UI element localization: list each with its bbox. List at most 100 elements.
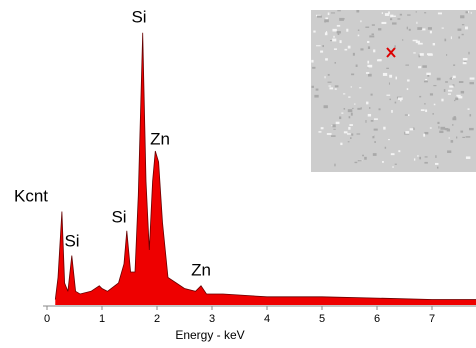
image-speck: [469, 114, 471, 116]
image-speck: [372, 33, 374, 35]
image-speck: [456, 95, 460, 97]
image-speck: [369, 107, 370, 109]
image-speck: [463, 58, 468, 60]
image-speck: [468, 52, 469, 55]
image-speck: [371, 94, 373, 96]
image-speck: [345, 49, 348, 51]
image-speck: [386, 95, 390, 96]
image-speck: [325, 58, 328, 60]
image-speck: [471, 12, 472, 13]
image-speck: [398, 97, 403, 99]
image-speck: [395, 164, 397, 165]
image-speck: [388, 11, 390, 14]
image-speck: [418, 66, 421, 68]
image-speck: [366, 72, 369, 74]
image-speck: [438, 13, 442, 15]
image-speck: [470, 77, 475, 79]
image-speck: [391, 153, 395, 155]
image-speck: [320, 51, 323, 53]
image-speck: [466, 11, 469, 13]
image-speck: [469, 128, 474, 130]
image-speck: [329, 87, 333, 89]
image-speck: [459, 81, 463, 83]
image-speck: [389, 82, 390, 84]
image-speck: [365, 120, 366, 123]
image-speck: [425, 109, 427, 112]
image-speck: [347, 133, 351, 134]
image-speck: [405, 114, 408, 115]
image-speck: [430, 93, 433, 95]
x-tick-label: 5: [319, 313, 325, 325]
image-speck: [369, 35, 374, 37]
image-speck: [453, 64, 455, 65]
image-speck: [351, 113, 353, 116]
image-speck: [381, 22, 386, 24]
image-speck: [460, 131, 463, 133]
image-speck: [357, 108, 360, 110]
image-speck: [368, 46, 370, 49]
image-speck: [389, 99, 390, 100]
image-speck: [419, 96, 421, 97]
peak-label: Si: [111, 207, 126, 226]
image-speck: [452, 124, 453, 126]
image-speck: [385, 147, 386, 149]
image-speck: [468, 108, 470, 109]
image-speck: [372, 135, 374, 138]
image-speck: [428, 27, 432, 30]
image-speck: [452, 117, 456, 120]
image-speck: [449, 78, 452, 79]
page: {"chart_data": {"type": "area", "ylabel"…: [0, 0, 476, 348]
image-speck: [338, 33, 340, 35]
x-tick-label: 6: [374, 313, 380, 325]
image-speck: [313, 31, 315, 33]
image-speck: [433, 85, 436, 86]
image-speck: [462, 137, 465, 138]
image-speck: [393, 166, 394, 168]
image-speck: [360, 20, 361, 22]
image-speck: [351, 74, 354, 76]
image-speck: [388, 139, 390, 140]
image-speck: [337, 31, 341, 33]
x-tick-label: 0: [44, 313, 50, 325]
image-speck: [465, 27, 468, 30]
image-speck: [400, 14, 402, 16]
image-speck: [324, 19, 329, 22]
image-speck: [437, 78, 441, 81]
image-speck: [394, 45, 395, 48]
image-speck: [366, 102, 368, 105]
image-speck: [316, 89, 319, 91]
image-speck: [328, 74, 330, 76]
image-speck: [330, 40, 332, 41]
image-speck: [374, 141, 376, 143]
image-speck: [463, 62, 467, 64]
peak-label: Si: [64, 231, 79, 250]
image-speck: [414, 158, 415, 160]
image-speck: [365, 27, 369, 28]
image-speck: [367, 41, 369, 43]
image-speck: [360, 48, 363, 50]
image-speck: [446, 54, 447, 56]
image-speck: [389, 75, 392, 78]
image-speck: [407, 79, 410, 81]
x-axis-label: Energy - keV: [175, 328, 244, 342]
image-speck: [418, 43, 423, 45]
chart: Kcnt Energy - keV 01234567SiZnSiSiZn: [0, 0, 476, 348]
image-speck: [328, 13, 330, 16]
image-speck: [368, 74, 372, 77]
image-speck: [349, 116, 351, 118]
image-speck: [358, 30, 359, 31]
image-speck: [337, 10, 340, 11]
image-speck: [398, 150, 400, 152]
image-speck: [334, 48, 337, 50]
image-speck: [441, 99, 443, 102]
image-speck: [405, 131, 409, 134]
image-speck: [453, 76, 456, 78]
image-speck: [458, 36, 460, 38]
image-speck: [382, 161, 384, 163]
image-speck: [409, 29, 411, 31]
image-speck: [378, 59, 382, 61]
image-speck: [316, 45, 321, 46]
image-speck: [354, 103, 355, 104]
image-speck: [327, 133, 332, 135]
image-speck: [371, 120, 374, 122]
